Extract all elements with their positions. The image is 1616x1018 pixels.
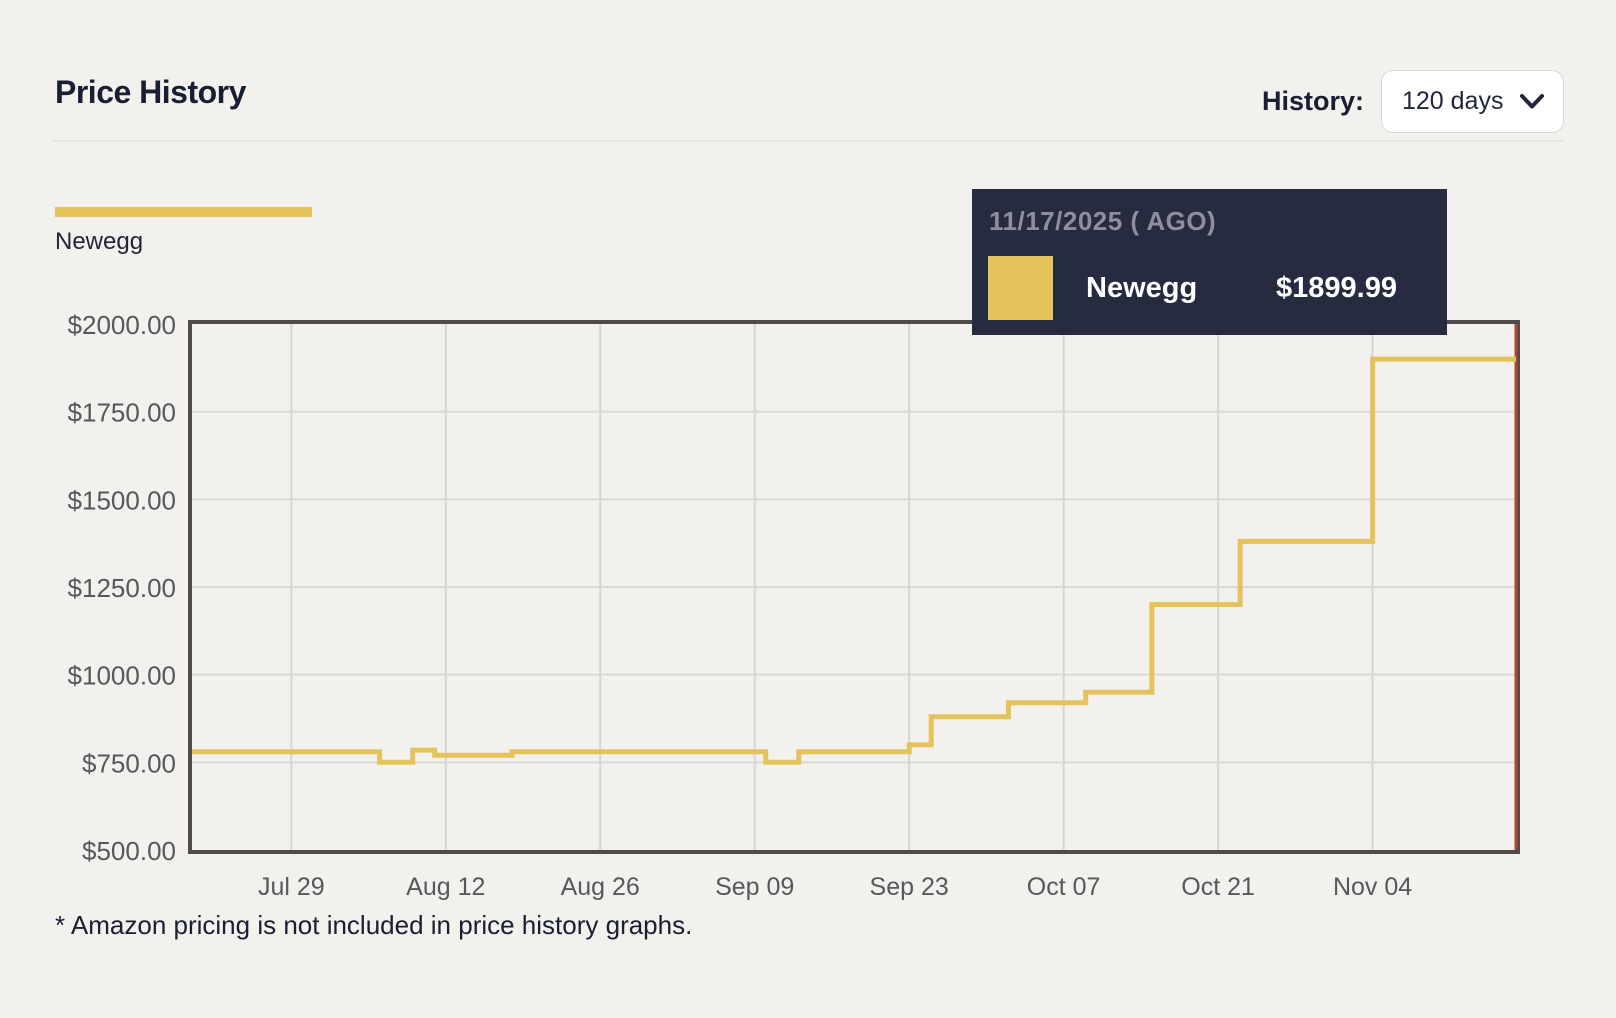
y-tick-label: $2000.00: [68, 310, 176, 340]
tooltip-series-swatch: [988, 256, 1053, 320]
plot-border: [188, 320, 1520, 854]
x-tick-label: Jul 29: [258, 873, 325, 901]
y-tick-label: $1500.00: [68, 485, 176, 515]
tooltip-series-name: Newegg: [1086, 271, 1198, 304]
header-divider: [52, 140, 1564, 142]
x-tick-label: Aug 12: [406, 873, 485, 901]
y-tick-label: $1750.00: [68, 398, 176, 428]
page-title: Price History: [55, 74, 246, 110]
x-tick-label: Nov 04: [1333, 873, 1412, 901]
y-tick-label: $1000.00: [68, 661, 176, 691]
legend-item-newegg[interactable]: Newegg: [55, 207, 312, 256]
x-tick-label: Sep 23: [870, 873, 949, 901]
tooltip-price: $1899.99: [1276, 271, 1397, 304]
amazon-footnote: * Amazon pricing is not included in pric…: [55, 910, 693, 940]
history-control: History: 120 days: [1262, 70, 1564, 133]
history-label: History:: [1261, 86, 1364, 116]
tooltip-date: 11/17/2025 ( AGO): [989, 206, 1217, 236]
legend-label: Newegg: [55, 228, 144, 255]
y-tick-label: $750.00: [82, 748, 176, 778]
chart-tooltip: 11/17/2025 ( AGO) Newegg $1899.99: [972, 189, 1447, 335]
y-tick-label: $500.00: [82, 836, 176, 866]
x-tick-label: Aug 26: [561, 873, 640, 901]
price-line-newegg: [192, 356, 1516, 765]
chevron-down-icon: [1520, 94, 1544, 109]
tooltip-row: Newegg $1899.99: [988, 256, 1397, 320]
x-tick-label: Oct 07: [1027, 873, 1101, 901]
x-tick-label: Oct 21: [1181, 873, 1255, 901]
history-dropdown[interactable]: 120 days: [1381, 70, 1564, 133]
y-tick-label: $1250.00: [68, 573, 176, 603]
legend-swatch: [55, 207, 312, 217]
history-dropdown-value: 120 days: [1402, 87, 1504, 115]
x-tick-label: Sep 09: [715, 873, 794, 901]
